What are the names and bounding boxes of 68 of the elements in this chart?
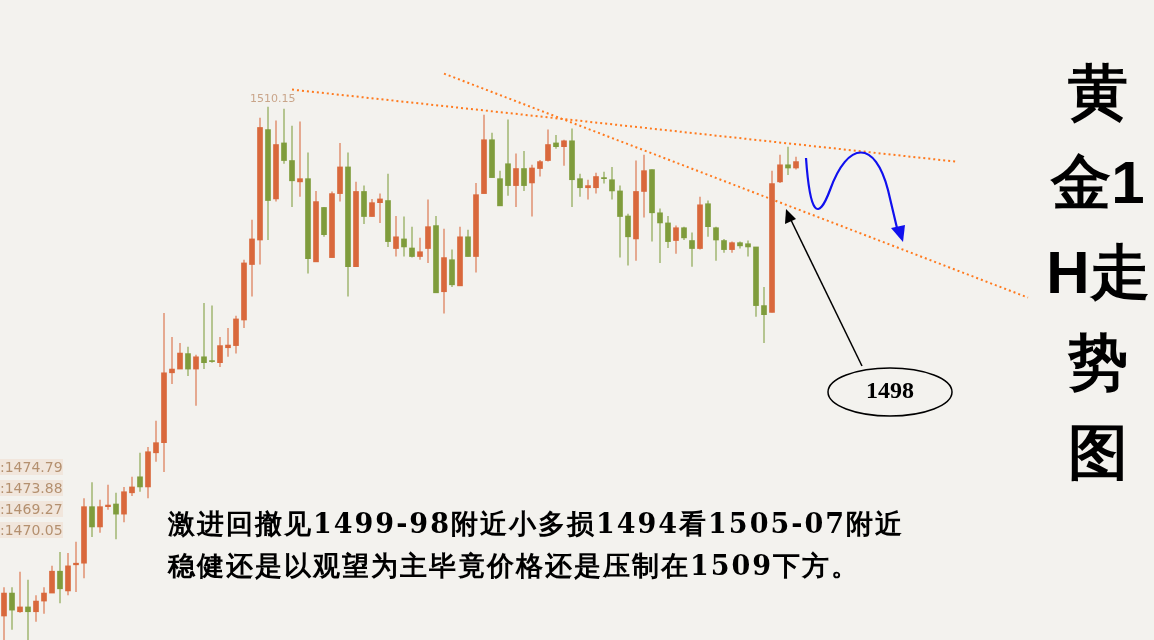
candlestick xyxy=(409,225,415,259)
candlestick xyxy=(281,108,287,165)
candlestick xyxy=(545,128,551,163)
candlestick xyxy=(625,213,631,267)
candlestick xyxy=(209,304,215,364)
candlestick xyxy=(137,452,143,493)
candlestick xyxy=(609,166,615,201)
candlestick xyxy=(153,420,159,463)
candlestick xyxy=(89,481,95,538)
annotation: :1474.79 xyxy=(0,459,63,475)
candlestick xyxy=(593,172,599,195)
candlestick xyxy=(1,586,7,640)
candlestick xyxy=(529,164,535,218)
candlestick xyxy=(289,125,295,208)
candlestick xyxy=(417,237,423,261)
candlestick xyxy=(713,225,719,262)
annotation: :1470.05 xyxy=(0,522,63,538)
candlestick xyxy=(9,586,15,631)
candlestick xyxy=(425,198,431,264)
candlestick xyxy=(505,118,511,197)
candlestick xyxy=(577,173,583,198)
candlestick xyxy=(33,594,39,623)
candlestick xyxy=(105,484,111,511)
candlestick xyxy=(25,578,31,640)
annotation: :1473.88 xyxy=(0,480,63,496)
candlestick xyxy=(673,224,679,255)
candlestick xyxy=(377,192,383,224)
candlestick xyxy=(641,153,647,219)
candlestick xyxy=(17,570,23,614)
candlestick xyxy=(185,345,191,377)
candlestick xyxy=(297,120,303,198)
candlestick xyxy=(193,353,199,407)
annotation: 稳健还是以观望为主毕竟价格还是压制在1509下方。 xyxy=(168,549,861,583)
candlestick xyxy=(201,302,207,370)
annotation: :1469.27 xyxy=(0,501,63,517)
annotation: 激进回撤见1499-98附近小多损1494看1505-07附近 xyxy=(168,507,904,541)
candlestick xyxy=(601,170,607,185)
candlestick xyxy=(665,215,671,249)
candlestick xyxy=(745,239,751,258)
candlestick xyxy=(169,336,175,385)
candlestick xyxy=(777,153,783,184)
candlestick xyxy=(129,476,135,497)
candlestick xyxy=(73,541,79,593)
candlestick xyxy=(705,199,711,238)
text: 黄金1H走势图 xyxy=(1046,58,1150,488)
candlestick xyxy=(561,138,567,167)
candlestick xyxy=(513,152,519,208)
candlestick xyxy=(177,342,183,370)
candlestick xyxy=(521,150,527,192)
candlestick xyxy=(217,336,223,368)
annotation: 1498 xyxy=(865,377,915,404)
candlestick xyxy=(465,229,471,258)
candlestick xyxy=(121,486,127,523)
candlestick xyxy=(57,551,63,604)
candlestick xyxy=(585,178,591,201)
candlestick xyxy=(761,286,767,344)
candlestick xyxy=(41,586,47,615)
candlestick xyxy=(553,134,559,150)
candlestick xyxy=(97,498,103,534)
candlestick xyxy=(689,231,695,268)
text: 1510.15 xyxy=(250,92,296,105)
candlestick xyxy=(401,215,407,258)
candlestick xyxy=(393,215,399,258)
candlestick xyxy=(657,207,663,264)
candlestick xyxy=(785,145,791,176)
candlestick xyxy=(225,327,231,358)
candlestick xyxy=(49,565,55,594)
candlestick xyxy=(113,492,119,540)
